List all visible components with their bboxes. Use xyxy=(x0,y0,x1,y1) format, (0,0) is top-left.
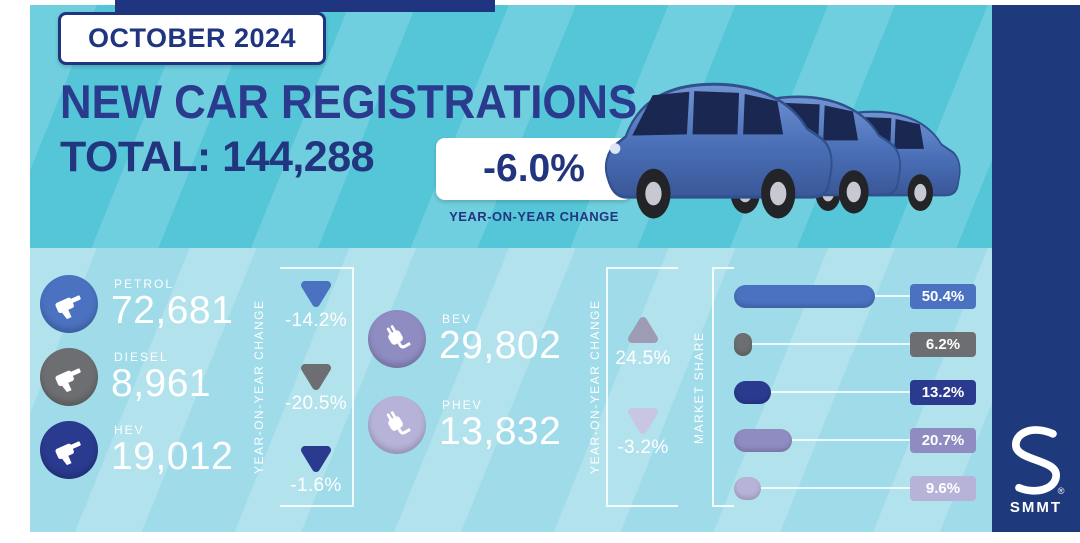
market-share-row-phev: 9.6% xyxy=(734,476,976,501)
diesel-stat: DIESEL 8,961 xyxy=(111,350,211,405)
down-arrow-icon xyxy=(627,408,658,434)
yoy-change-badge: -6.0% xyxy=(436,138,632,200)
date-badge: OCTOBER 2024 xyxy=(58,12,326,65)
hev-label: HEV xyxy=(114,422,145,437)
bev-icon-circle xyxy=(368,310,426,368)
market-share-bar xyxy=(734,333,752,356)
total-registrations: TOTAL: 144,288 xyxy=(60,133,375,182)
hev-yoy: -1.6% xyxy=(290,442,341,497)
fuel-pump-icon xyxy=(55,441,81,466)
charging-plug-icon xyxy=(386,411,411,435)
petrol-value: 72,681 xyxy=(111,288,234,332)
fuel-row-hev: HEV 19,012 xyxy=(40,421,233,479)
petrol-yoy: -14.2% xyxy=(285,277,347,332)
mid-yoy-axis-label: YEAR-ON-YEAR CHANGE xyxy=(588,299,602,475)
hev-stat: HEV 19,012 xyxy=(111,423,233,478)
down-arrow-icon xyxy=(300,281,331,307)
phev-stat: PHEV 13,832 xyxy=(439,398,561,453)
phev-icon-circle xyxy=(368,396,426,454)
diesel-label: DIESEL xyxy=(114,349,169,364)
fuel-row-phev: PHEV 13,832 xyxy=(368,396,561,454)
yoy-change-value: -6.0% xyxy=(483,147,585,190)
diesel-yoy-value: -20.5% xyxy=(284,392,347,414)
connector-line xyxy=(736,439,912,441)
left-yoy-bracket: -14.2% -20.5% -1.6% xyxy=(280,267,354,507)
bev-value: 29,802 xyxy=(439,323,562,367)
down-arrow-icon xyxy=(300,363,331,390)
bev-stat: BEV 29,802 xyxy=(439,312,561,367)
total-label: TOTAL: xyxy=(60,133,211,181)
hev-icon-circle xyxy=(40,421,98,479)
market-share-bar xyxy=(734,381,771,404)
market-share-pill: 13.2% xyxy=(910,380,976,405)
market-share-bar xyxy=(734,429,792,452)
connector-line xyxy=(736,487,912,489)
down-arrow-icon xyxy=(300,446,331,472)
connector-line xyxy=(736,343,912,345)
petrol-yoy-value: -14.2% xyxy=(284,310,347,331)
smmt-logo: ® SMMT xyxy=(992,423,1080,516)
fuel-pump-icon xyxy=(55,295,81,320)
bev-label: BEV xyxy=(442,311,473,326)
market-share-pill: 20.7% xyxy=(910,428,976,453)
phev-label: PHEV xyxy=(442,397,483,412)
svg-text:®: ® xyxy=(1058,486,1065,496)
market-share-row-hev: 13.2% xyxy=(734,380,976,405)
fuel-row-bev: BEV 29,802 xyxy=(368,310,561,368)
market-share-bar xyxy=(734,477,761,500)
market-share-row-bev: 20.7% xyxy=(734,428,976,453)
hev-value: 19,012 xyxy=(111,434,234,478)
diesel-icon-circle xyxy=(40,348,98,406)
yoy-change-caption: YEAR-ON-YEAR CHANGE xyxy=(449,209,619,224)
market-share-row-diesel: 6.2% xyxy=(734,332,976,357)
petrol-stat: PETROL 72,681 xyxy=(111,277,233,332)
mid-yoy-bracket: 24.5% -3.2% xyxy=(606,267,678,507)
market-share-pill: 9.6% xyxy=(910,476,976,501)
market-share-pill: 6.2% xyxy=(910,332,976,357)
petrol-icon-circle xyxy=(40,275,98,333)
brand-band: ® SMMT xyxy=(992,5,1080,532)
left-yoy-axis-label: YEAR-ON-YEAR CHANGE xyxy=(252,299,266,475)
petrol-label: PETROL xyxy=(114,276,175,291)
cars-illustration xyxy=(604,82,961,220)
connector-line xyxy=(736,391,912,393)
bev-yoy: 24.5% xyxy=(615,315,670,370)
smmt-logo-text: SMMT xyxy=(1009,499,1063,516)
market-share-row-petrol: 50.4% xyxy=(734,284,976,309)
fuel-row-petrol: PETROL 72,681 xyxy=(40,275,233,333)
phev-yoy-value: -3.2% xyxy=(617,437,669,458)
market-share-pill: 50.4% xyxy=(910,284,976,309)
page-title: NEW CAR REGISTRATIONS xyxy=(60,75,638,128)
charging-plug-icon xyxy=(386,325,411,349)
diesel-yoy: -20.5% xyxy=(285,360,347,415)
hev-yoy-value: -1.6% xyxy=(290,475,342,496)
phev-value: 13,832 xyxy=(439,409,562,453)
fuel-row-diesel: DIESEL 8,961 xyxy=(40,348,211,406)
market-share-axis-label: MARKET SHARE xyxy=(692,331,706,445)
bev-yoy-value: 24.5% xyxy=(615,348,671,369)
up-arrow-icon xyxy=(628,317,658,343)
fuel-pump-icon xyxy=(55,368,81,393)
market-share-bar xyxy=(734,285,876,308)
total-value: 144,288 xyxy=(222,133,375,181)
diesel-value: 8,961 xyxy=(111,361,212,405)
smmt-logo-mark: ® xyxy=(1012,426,1065,496)
phev-yoy: -3.2% xyxy=(617,404,668,459)
top-ribbon xyxy=(115,0,495,12)
date-badge-label: OCTOBER 2024 xyxy=(87,23,297,53)
market-share-bracket xyxy=(712,267,734,507)
